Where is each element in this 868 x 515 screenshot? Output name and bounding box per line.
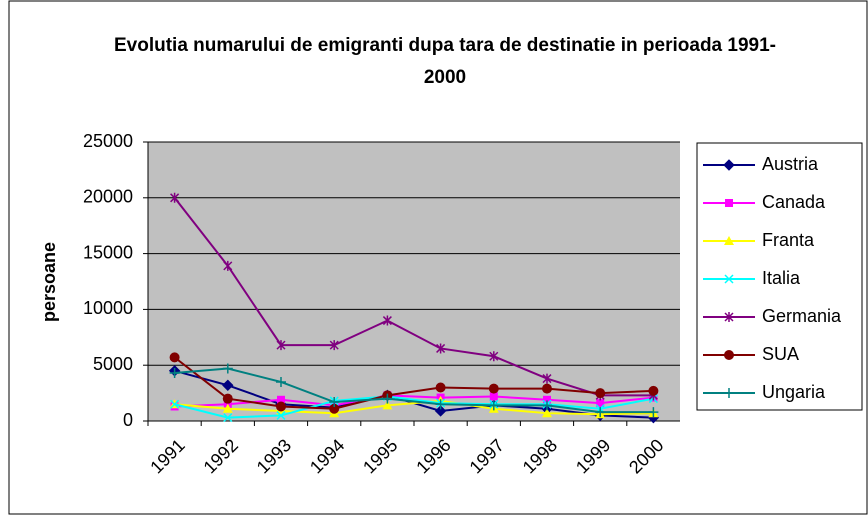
y-axis-label: persoane	[39, 242, 59, 322]
series-line	[174, 395, 654, 419]
legend-label: SUA	[762, 344, 799, 364]
marker	[276, 410, 286, 420]
marker	[542, 400, 552, 411]
marker	[489, 351, 499, 362]
marker	[595, 407, 606, 418]
marker	[382, 400, 393, 410]
marker	[724, 350, 734, 360]
marker	[595, 388, 606, 399]
legend-box	[696, 142, 863, 411]
legend-label: Franta	[762, 230, 815, 250]
marker	[434, 405, 447, 417]
marker	[435, 399, 446, 410]
marker	[329, 403, 340, 414]
marker	[276, 340, 286, 351]
marker	[724, 236, 734, 245]
chart-title: Evolutia numarului de emigranti dupa tar…	[114, 35, 776, 88]
marker	[170, 192, 180, 203]
y-tick-label: 15000	[83, 242, 133, 262]
marker	[277, 395, 285, 404]
marker	[488, 383, 499, 394]
plot-area	[148, 142, 680, 421]
marker	[223, 413, 233, 423]
y-tick-label: 5000	[93, 354, 133, 374]
marker	[542, 373, 552, 384]
marker	[724, 312, 734, 322]
marker	[435, 382, 446, 393]
y-tick-label: 10000	[83, 298, 133, 318]
series-line	[173, 197, 654, 397]
marker	[222, 393, 233, 404]
series-line	[174, 367, 654, 414]
legend-label: Austria	[762, 154, 819, 174]
marker	[222, 379, 234, 391]
y-tick-label: 25000	[83, 131, 133, 151]
legend-label: Ungaria	[762, 382, 826, 402]
legend-label: Canada	[762, 192, 826, 212]
marker	[222, 363, 233, 374]
marker	[276, 376, 286, 387]
marker	[542, 408, 552, 418]
marker	[724, 388, 734, 398]
marker	[648, 407, 659, 418]
marker	[329, 340, 339, 351]
marker	[725, 199, 733, 207]
marker	[170, 399, 180, 409]
series-line	[174, 399, 654, 416]
marker	[223, 260, 233, 271]
marker	[382, 393, 393, 404]
marker	[596, 399, 605, 408]
y-tick-label: 20000	[83, 187, 133, 207]
marker	[543, 395, 551, 404]
series-line	[173, 356, 654, 410]
marker	[222, 403, 233, 413]
marker	[489, 392, 498, 401]
y-tick-label: 0	[123, 410, 133, 430]
marker	[488, 400, 499, 411]
marker	[724, 274, 734, 284]
marker	[169, 368, 180, 379]
marker	[436, 343, 446, 354]
marker	[542, 383, 552, 394]
marker	[382, 315, 392, 326]
marker	[329, 397, 340, 408]
marker	[276, 401, 286, 412]
legend-label: Germania	[762, 306, 842, 326]
marker	[723, 159, 735, 171]
legend-label: Italia	[762, 268, 801, 288]
marker	[169, 352, 180, 363]
marker	[648, 385, 659, 396]
